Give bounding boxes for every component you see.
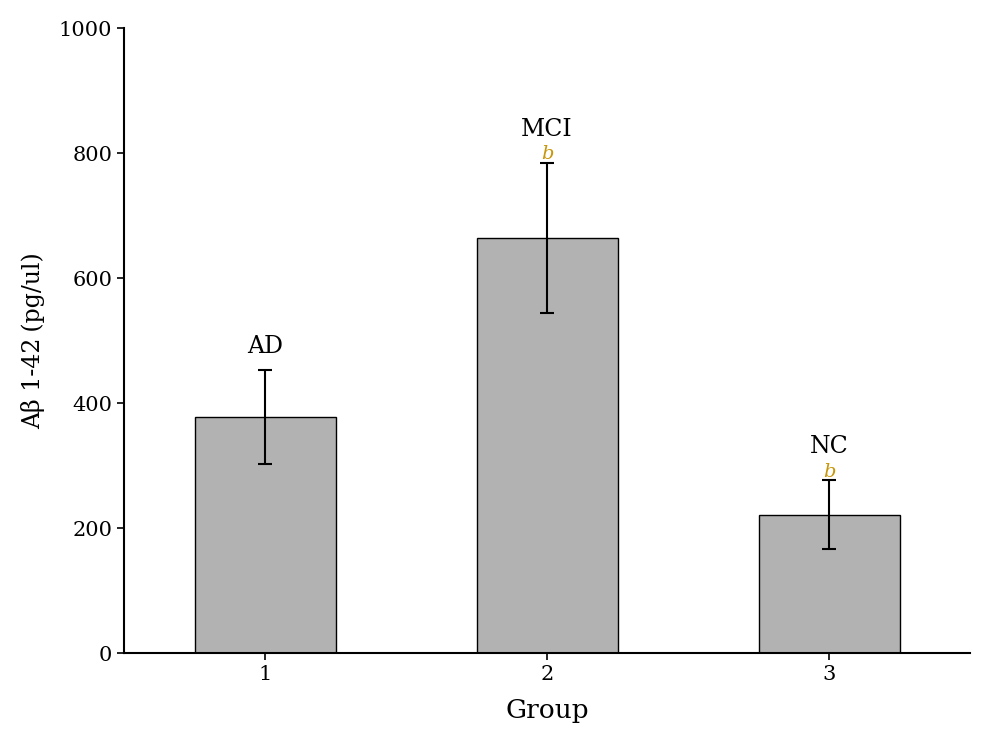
Bar: [194, 417, 336, 653]
Text: MCI: MCI: [521, 118, 573, 141]
Y-axis label: Aβ 1-42 (pg/ul): Aβ 1-42 (pg/ul): [21, 252, 45, 429]
X-axis label: Group: Group: [505, 698, 589, 723]
Text: AD: AD: [247, 335, 283, 358]
Bar: [477, 238, 617, 653]
Text: NC: NC: [810, 435, 848, 458]
Text: b: b: [823, 463, 835, 481]
Bar: [759, 515, 900, 653]
Text: b: b: [541, 145, 553, 163]
